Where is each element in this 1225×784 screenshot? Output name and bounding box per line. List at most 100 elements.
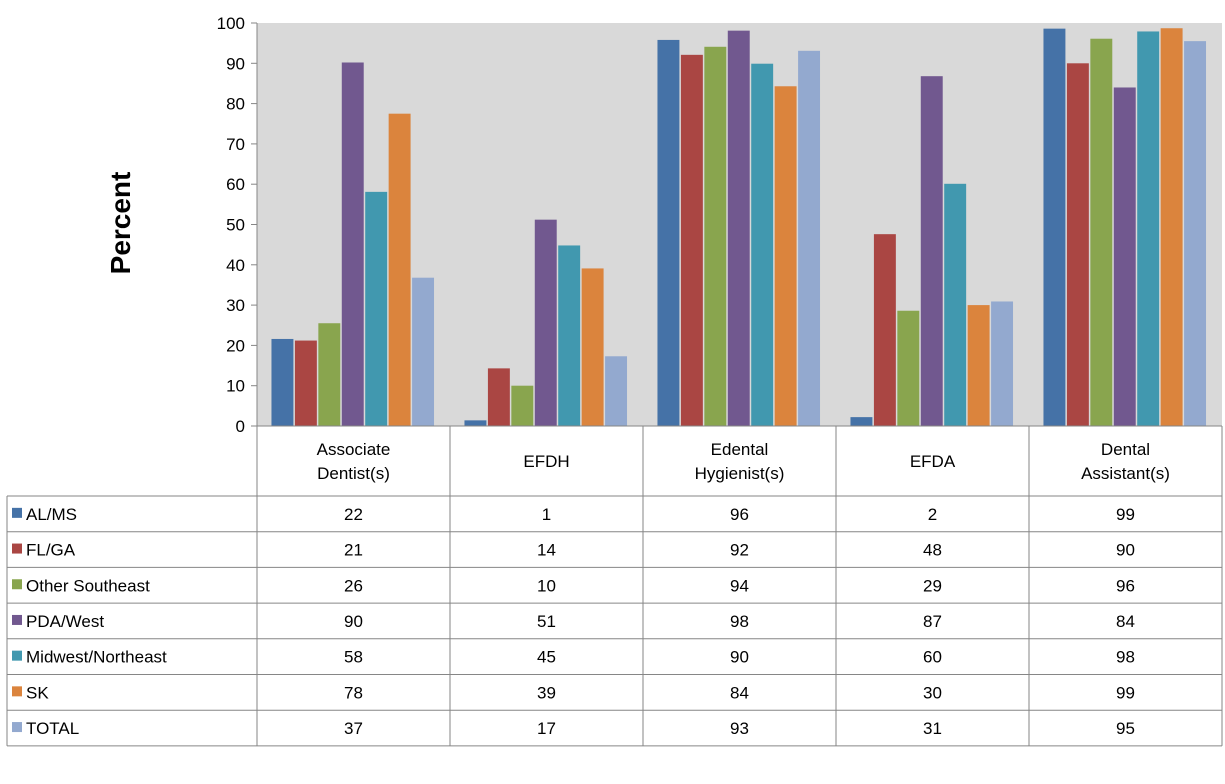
data-label: 98 <box>730 612 749 631</box>
legend-label: TOTAL <box>26 719 79 738</box>
data-label: 45 <box>537 648 556 667</box>
bar <box>388 113 411 427</box>
data-label: 92 <box>730 541 749 560</box>
data-label: 95 <box>1116 719 1135 738</box>
bar <box>944 183 967 426</box>
y-tick-label: 80 <box>226 95 245 114</box>
data-label: 84 <box>730 683 749 702</box>
data-label: 1 <box>542 505 551 524</box>
legend-swatch <box>12 686 22 697</box>
y-tick-label: 90 <box>226 54 245 73</box>
data-label: 90 <box>1116 541 1135 560</box>
bar <box>774 86 797 427</box>
data-label: 78 <box>344 683 363 702</box>
bar <box>1043 28 1066 427</box>
y-axis-label: Percent <box>105 172 136 275</box>
data-label: 99 <box>1116 683 1135 702</box>
bar <box>657 39 680 427</box>
bar <box>897 310 920 426</box>
data-label: 96 <box>1116 576 1135 595</box>
y-tick-label: 70 <box>226 135 245 154</box>
bar <box>704 46 727 426</box>
bar <box>271 338 294 426</box>
data-label: 48 <box>923 541 942 560</box>
bar <box>581 268 604 426</box>
y-tick-label: 50 <box>226 216 245 235</box>
legend-label: Midwest/Northeast <box>26 648 167 667</box>
data-label: 39 <box>537 683 556 702</box>
legend-label: Other Southeast <box>26 576 150 595</box>
bar <box>511 385 534 426</box>
data-label: 29 <box>923 576 942 595</box>
bar <box>920 76 943 427</box>
data-label: 21 <box>344 541 363 560</box>
bar <box>1137 31 1160 426</box>
legend-label: PDA/West <box>26 612 104 631</box>
bar <box>850 417 873 426</box>
bar <box>412 277 435 426</box>
legend-label: SK <box>26 683 49 702</box>
bar <box>464 420 487 426</box>
bar <box>487 368 510 426</box>
bar <box>1113 87 1136 426</box>
x-tick-label: Assistant(s) <box>1081 464 1170 483</box>
x-tick-label: Associate <box>317 440 391 459</box>
bar <box>1184 41 1207 426</box>
data-label: 98 <box>1116 648 1135 667</box>
bar <box>1160 28 1183 426</box>
legend-swatch <box>12 579 22 590</box>
bar <box>341 62 364 427</box>
legend-label: FL/GA <box>26 541 76 560</box>
bar <box>967 305 990 426</box>
data-label: 60 <box>923 648 942 667</box>
y-tick-label: 100 <box>217 14 245 33</box>
legend-swatch <box>12 614 22 625</box>
data-label: 99 <box>1116 505 1135 524</box>
x-tick-label: EFDH <box>523 452 569 471</box>
bar <box>751 63 774 426</box>
bar <box>1090 38 1113 426</box>
y-tick-label: 40 <box>226 256 245 275</box>
bar <box>991 301 1014 426</box>
x-tick-label: Dental <box>1101 440 1150 459</box>
data-label: 84 <box>1116 612 1135 631</box>
data-label: 14 <box>537 541 556 560</box>
x-tick-label: Dentist(s) <box>317 464 390 483</box>
x-tick-label: Hygienist(s) <box>695 464 785 483</box>
legend-swatch <box>12 543 22 554</box>
bar <box>534 219 557 426</box>
data-label: 17 <box>537 719 556 738</box>
bar <box>1066 63 1089 427</box>
data-label: 87 <box>923 612 942 631</box>
bar <box>558 245 581 426</box>
bar <box>365 191 388 426</box>
legend-swatch <box>12 650 22 661</box>
legend-swatch <box>12 722 22 733</box>
bar <box>318 323 341 426</box>
data-label: 26 <box>344 576 363 595</box>
bar <box>294 340 317 426</box>
y-tick-label: 20 <box>226 336 245 355</box>
y-tick-label: 60 <box>226 175 245 194</box>
data-label: 51 <box>537 612 556 631</box>
data-label: 37 <box>344 719 363 738</box>
legend-label: AL/MS <box>26 505 77 524</box>
bar <box>873 234 896 426</box>
bar <box>680 54 703 426</box>
data-label: 31 <box>923 719 942 738</box>
data-label: 2 <box>928 505 937 524</box>
data-label: 30 <box>923 683 942 702</box>
x-tick-label: Edental <box>711 440 769 459</box>
legend-swatch <box>12 507 22 518</box>
data-label: 90 <box>344 612 363 631</box>
bar <box>727 30 750 426</box>
y-tick-label: 30 <box>226 296 245 315</box>
data-label: 93 <box>730 719 749 738</box>
data-label: 22 <box>344 505 363 524</box>
x-tick-label: EFDA <box>910 452 956 471</box>
y-tick-label: 0 <box>236 417 245 436</box>
data-label: 90 <box>730 648 749 667</box>
data-label: 96 <box>730 505 749 524</box>
data-label: 94 <box>730 576 749 595</box>
